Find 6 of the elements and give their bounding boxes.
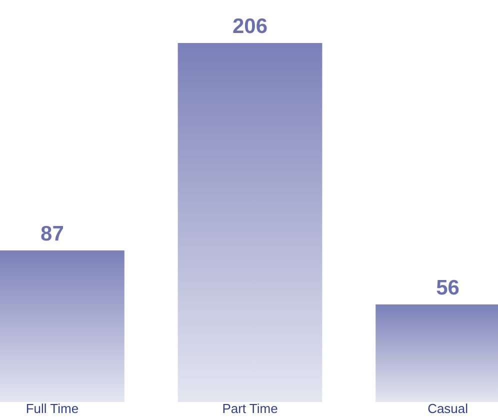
data-label: 87 — [40, 222, 64, 246]
x-tick-label: Full Time — [26, 401, 79, 416]
data-label: 56 — [436, 276, 460, 300]
x-tick-label: Part Time — [222, 401, 278, 416]
data-label: 206 — [232, 15, 268, 38]
x-tick-label: Casual — [428, 401, 468, 416]
